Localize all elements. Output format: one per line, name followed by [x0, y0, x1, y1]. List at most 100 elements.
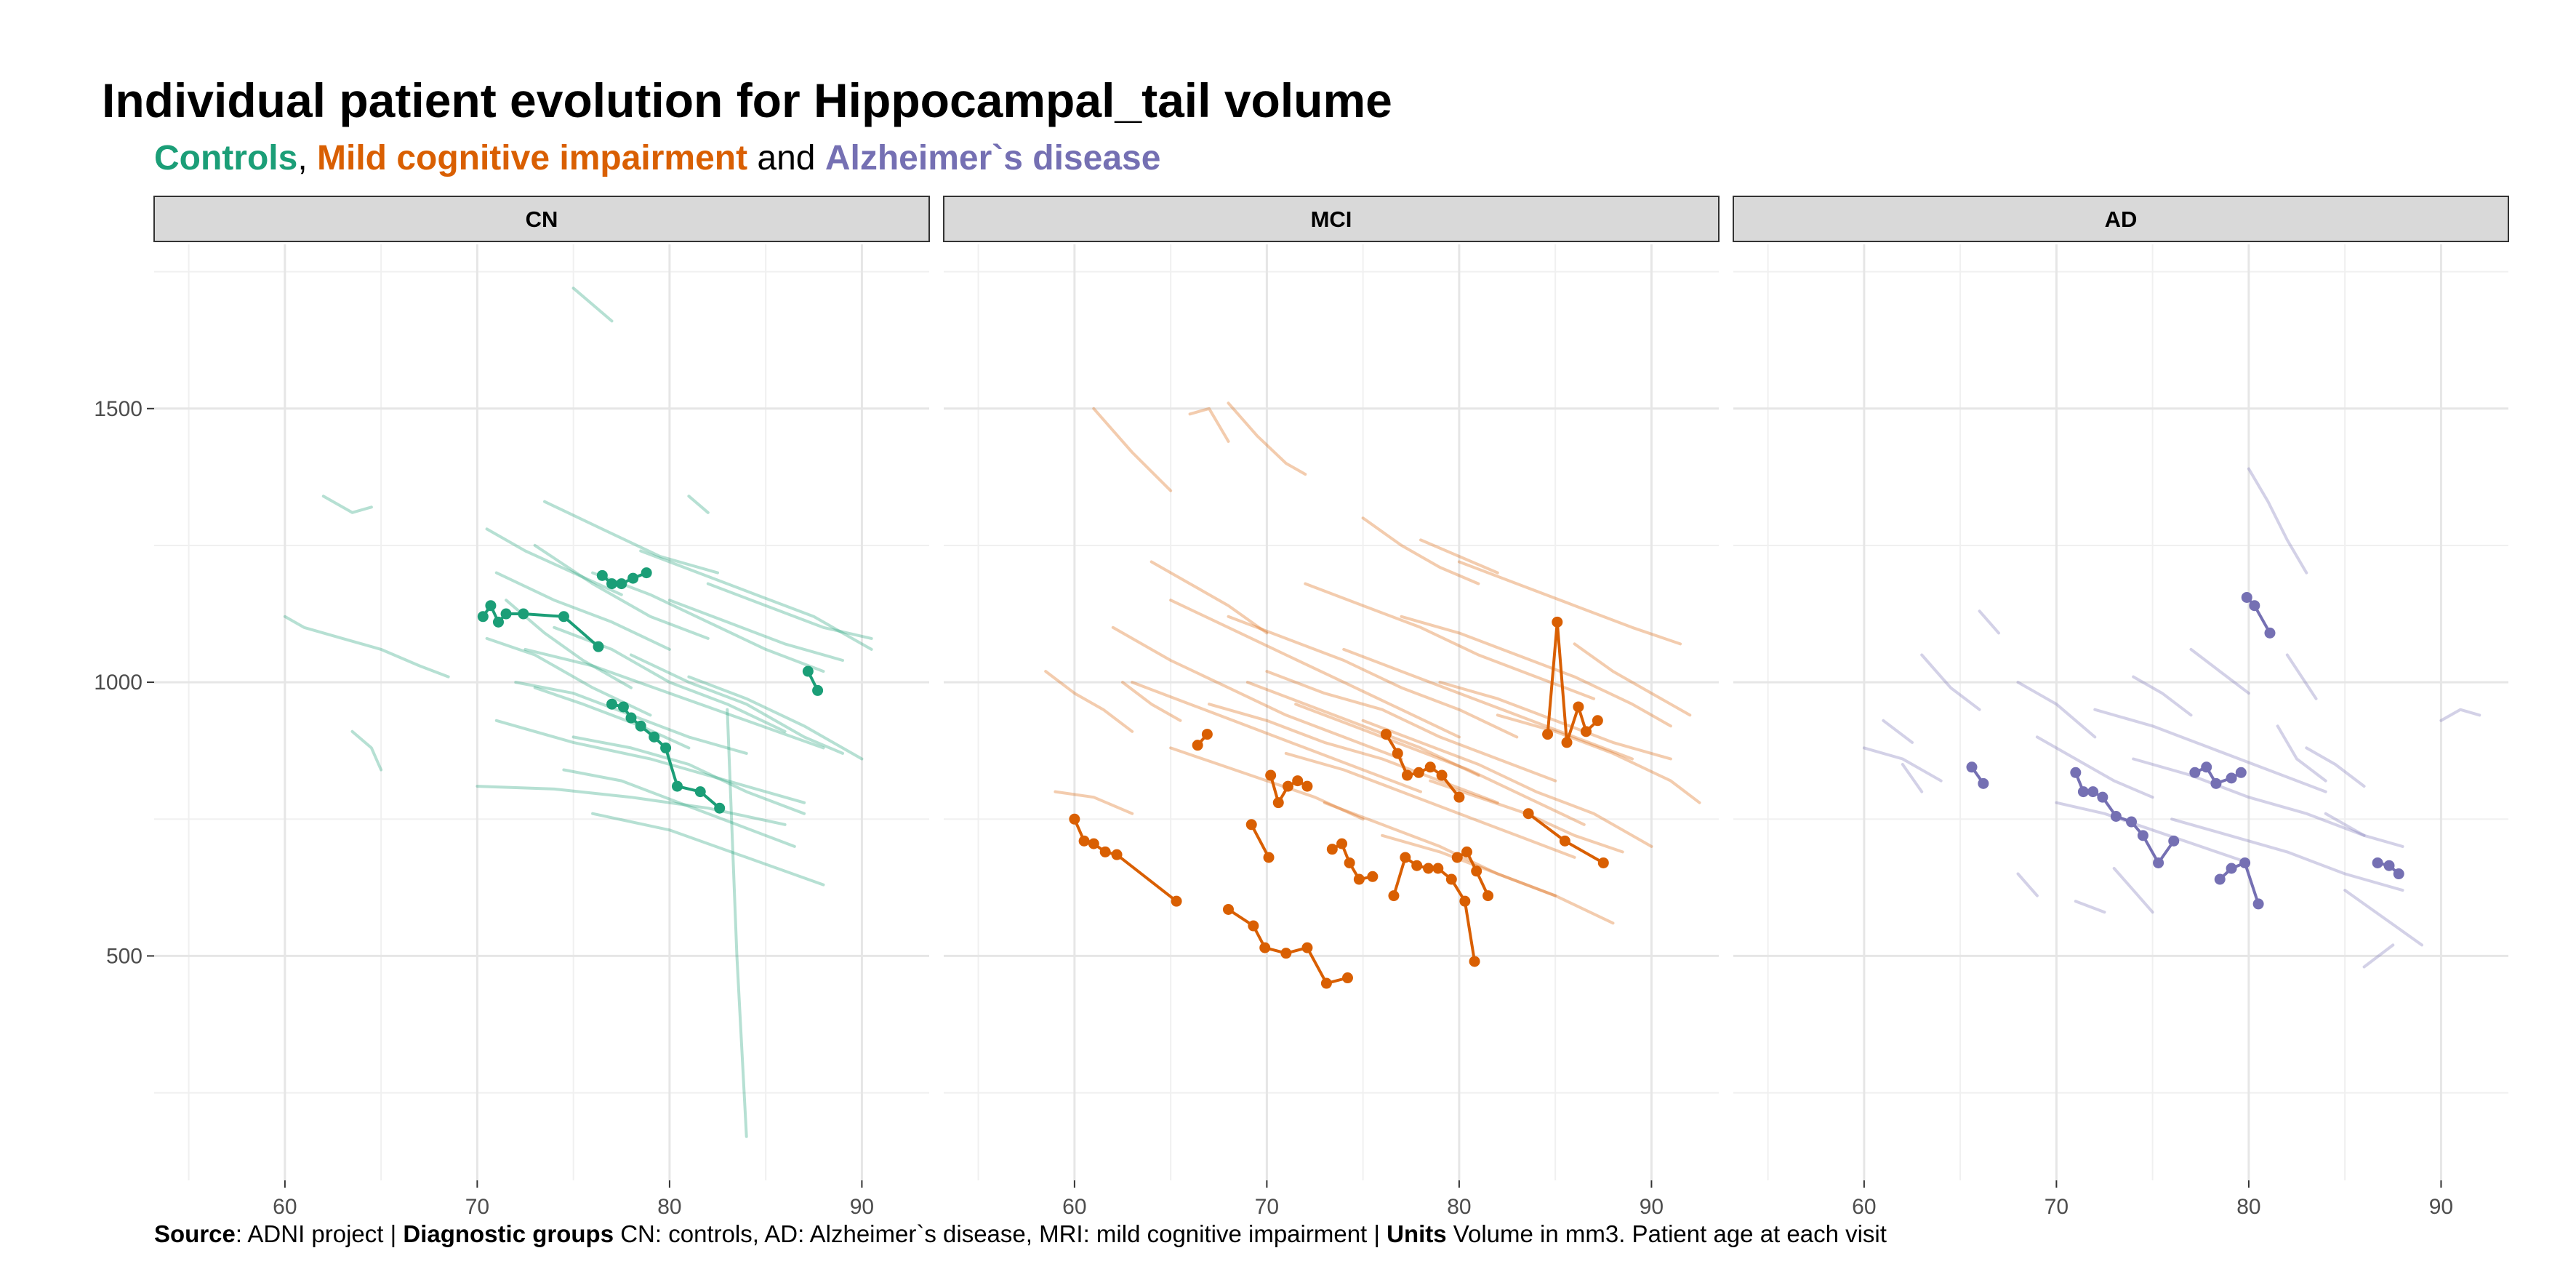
patient-trajectory-line	[1862, 746, 1943, 783]
patient-trajectory-line	[1400, 615, 1672, 728]
visit-point	[1222, 903, 1234, 915]
visit-point	[714, 802, 726, 814]
patient-trajectory-line	[2016, 681, 2097, 739]
patient-trajectory-line	[1265, 670, 1557, 783]
x-tick-label: 80	[1447, 1195, 1471, 1219]
patient-trajectory-line	[687, 675, 864, 761]
visit-point	[492, 616, 504, 628]
patient-trajectory-line	[2112, 867, 2154, 914]
subtitle-separator-2: and	[747, 139, 825, 177]
subtitle-group-ad: Alzheimer`s disease	[824, 139, 1161, 177]
visit-point	[1272, 797, 1284, 809]
patient-trajectory-line	[706, 582, 873, 640]
patient-trajectory-line	[1361, 516, 1480, 585]
visit-point	[2226, 772, 2237, 784]
visit-point	[1263, 852, 1275, 863]
visit-point	[1088, 838, 1099, 849]
visit-point	[1559, 835, 1570, 847]
patient-trajectory-line	[2093, 708, 2327, 793]
highlighted-patient-line	[1227, 908, 1349, 985]
patient-trajectory-line	[1111, 625, 1403, 761]
visit-point	[2383, 860, 2395, 871]
visit-point	[1380, 729, 1392, 740]
visit-point	[625, 712, 637, 724]
patient-trajectory-line	[667, 599, 844, 662]
y-tick-label: 500	[106, 944, 143, 968]
visit-point	[596, 569, 608, 581]
visit-point	[2110, 811, 2122, 822]
visit-point	[1471, 865, 1482, 877]
visit-point	[1367, 871, 1379, 882]
visit-point	[2241, 591, 2252, 603]
patient-trajectory-line	[2343, 889, 2423, 947]
visit-point	[2252, 898, 2264, 910]
patient-trajectory-line	[2170, 817, 2404, 892]
caption-groups-text: CN: controls, AD: Alzheimer`s disease, M…	[614, 1220, 1387, 1247]
x-tick-label: 60	[273, 1195, 297, 1219]
visit-point	[1411, 860, 1423, 871]
visit-point	[2235, 767, 2247, 778]
caption-groups-label: Diagnostic groups	[403, 1220, 614, 1247]
visit-point	[1353, 873, 1365, 885]
patient-trajectory-line	[591, 571, 825, 673]
visit-point	[1469, 956, 1480, 967]
caption-units-label: Units	[1387, 1220, 1447, 1247]
visit-point	[1282, 780, 1293, 792]
visit-point	[2239, 857, 2251, 868]
visit-point	[1388, 890, 1400, 902]
patient-trajectory-line	[2132, 757, 2366, 837]
visit-point	[2249, 600, 2260, 612]
visit-point	[2201, 761, 2212, 773]
facet-strip-label: MCI	[1311, 207, 1352, 232]
visit-point	[500, 608, 512, 620]
patient-trajectory-line	[2016, 872, 2039, 897]
caption-source-text: : ADNI project |	[235, 1220, 404, 1247]
visit-point	[1461, 846, 1472, 857]
visit-point	[1326, 844, 1338, 855]
patient-trajectory-line	[494, 571, 671, 651]
visit-point	[1201, 729, 1213, 740]
facet-strip	[943, 196, 1720, 242]
visit-point	[641, 567, 652, 579]
visit-point	[2189, 767, 2201, 778]
x-tick-label: 90	[1640, 1195, 1664, 1219]
visit-point	[2393, 868, 2404, 880]
visit-point	[1459, 895, 1471, 907]
patient-trajectory-line	[1169, 599, 1461, 739]
patient-trajectory-line	[1131, 681, 1422, 793]
patient-trajectory-line	[2247, 467, 2308, 575]
visit-point	[2168, 835, 2180, 847]
visit-point	[1265, 769, 1277, 781]
subtitle-separator-1: ,	[297, 139, 317, 177]
visit-point	[1400, 852, 1411, 863]
visit-point	[694, 786, 706, 798]
facet-panel-cn: CN 60 70 80 90 500 1000 1500	[94, 196, 930, 1219]
patient-trajectory-line	[533, 686, 691, 750]
patient-trajectory-line	[533, 543, 710, 640]
x-tick-label: 90	[850, 1195, 874, 1219]
visit-point	[606, 698, 618, 710]
patient-trajectory-line	[571, 287, 614, 323]
patient-trajectory-line	[2305, 746, 2366, 788]
patient-trajectory-line	[1149, 560, 1269, 635]
highlighted-patient-line	[1392, 855, 1477, 963]
patient-trajectory-line	[485, 527, 623, 596]
visit-point	[1171, 895, 1182, 907]
patient-trajectory-line	[1361, 719, 1653, 848]
patient-trajectory-line	[1054, 790, 1134, 815]
visit-point	[593, 641, 604, 652]
visit-point	[1592, 715, 1603, 727]
patient-trajectory-line	[523, 647, 825, 750]
patient-trajectory-line	[1245, 681, 1480, 777]
visit-point	[1966, 761, 1978, 773]
facet-panel-mci: MCI 60 70 80 90	[943, 196, 1720, 1219]
visit-point	[649, 731, 660, 743]
patient-trajectory-line	[494, 719, 806, 804]
visit-point	[2226, 863, 2237, 874]
x-tick-label: 60	[1852, 1195, 1876, 1219]
visit-point	[1301, 942, 1313, 953]
visit-point	[485, 600, 497, 612]
visit-point	[2137, 830, 2148, 841]
facet-strip-label: AD	[2105, 207, 2138, 232]
